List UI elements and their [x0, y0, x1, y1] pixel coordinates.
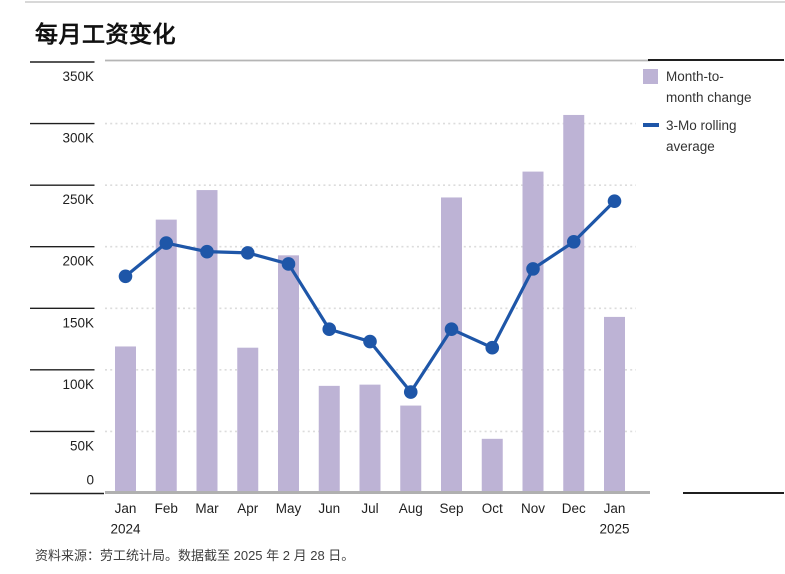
x-tick-label: Sep	[439, 501, 463, 516]
x-tick-label: May	[276, 501, 302, 516]
x-tick-label: Jul	[361, 501, 378, 516]
x-tick-label: Oct	[482, 501, 503, 516]
chart-legend: Month-to- month change 3-Mo rolling aver…	[643, 66, 783, 164]
point-jul	[363, 334, 377, 349]
legend-item-label: Month-to- month change	[666, 66, 752, 108]
x-tick-label: Aug	[399, 501, 423, 516]
point-feb	[159, 236, 174, 250]
y-axis: 350K 300K 250K 200K 150K 100K 50K 0	[30, 59, 650, 495]
legend-item-month-to-month: Month-to- month change	[643, 66, 783, 108]
x-tick-label: Dec	[562, 501, 586, 516]
x-tick-label: Feb	[155, 501, 178, 516]
point-nov	[526, 262, 540, 276]
legend-label-line: 3-Mo rolling	[666, 118, 737, 133]
rolling-average-points	[118, 194, 622, 399]
x-tick-label: Nov	[521, 501, 545, 516]
y-tick-label: 150K	[62, 315, 94, 330]
y-tick-label: 0	[86, 473, 94, 488]
point-jan-2025	[607, 194, 622, 208]
y-tick-label: 300K	[62, 131, 94, 146]
source-note: 资料来源：劳工统计局。数据截至 2025 年 2 月 28 日。	[35, 548, 355, 563]
bar-jul	[359, 384, 381, 492]
y-tick-label: 100K	[62, 377, 94, 392]
x-tick-label: Jan	[115, 501, 137, 516]
right-bottom-line	[683, 492, 784, 494]
y-tick-label: 250K	[62, 192, 94, 207]
legend-top-line	[648, 59, 784, 61]
legend-item-label: 3-Mo rolling average	[666, 115, 737, 157]
y-tick-label: 50K	[70, 438, 94, 453]
point-dec	[566, 234, 581, 249]
legend-label-line: average	[666, 139, 715, 154]
legend-label-line: month change	[666, 90, 752, 105]
monthly-payrolls-chart: 350K 300K 250K 200K 150K 100K 50K 0 Jan 2024 Feb Ma…	[0, 50, 660, 550]
point-oct	[485, 340, 500, 355]
point-jan-2024	[118, 269, 133, 284]
x-tick-label: Jan	[604, 501, 626, 516]
legend-item-rolling-average: 3-Mo rolling average	[643, 115, 783, 157]
bar-jan-2024	[115, 346, 136, 492]
bar-feb	[155, 219, 177, 492]
x-tick-label: Jun	[318, 501, 340, 516]
top-border-line	[25, 1, 785, 3]
bar-may	[278, 255, 299, 492]
x-tick-year-label: 2025	[599, 522, 629, 537]
point-jun	[322, 322, 337, 337]
line-series-swatch	[643, 123, 659, 127]
bar-jun	[318, 385, 340, 492]
bar-jan-2025	[604, 316, 625, 492]
point-apr	[240, 246, 255, 260]
bar-aug	[400, 405, 422, 492]
bar-apr	[237, 347, 259, 492]
bar-nov	[522, 171, 544, 492]
point-may	[281, 257, 296, 271]
x-tick-label: Apr	[237, 501, 259, 516]
chart-svg: 350K 300K 250K 200K 150K 100K 50K 0 Jan 2024 Feb Ma…	[30, 59, 650, 537]
x-axis-labels: Jan 2024 Feb Mar Apr May Jun Jul Aug Sep Oct Nov Dec…	[110, 501, 629, 537]
bar-dec	[563, 114, 585, 492]
point-sep	[444, 322, 459, 337]
x-tick-year-label: 2024	[110, 522, 141, 537]
bar-series-swatch	[643, 69, 658, 84]
chart-title: 每月工资变化	[35, 21, 176, 47]
bar-series-month-to-month	[115, 114, 625, 492]
legend-label-line: Month-to-	[666, 69, 724, 84]
y-tick-label: 350K	[62, 69, 94, 84]
bar-oct	[481, 438, 503, 492]
bar-mar	[196, 190, 218, 492]
x-tick-label: Mar	[195, 501, 219, 516]
point-aug	[403, 385, 418, 399]
bar-sep	[441, 197, 462, 492]
y-tick-label: 200K	[62, 254, 94, 269]
point-mar	[200, 244, 214, 259]
